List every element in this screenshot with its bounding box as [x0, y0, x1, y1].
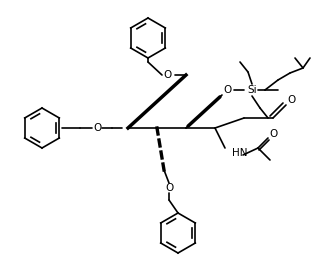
Text: O: O	[288, 95, 296, 105]
Text: O: O	[224, 85, 232, 95]
Text: HN: HN	[232, 148, 248, 158]
Text: Si: Si	[247, 85, 257, 95]
Text: O: O	[269, 129, 277, 139]
Text: O: O	[165, 183, 173, 193]
Text: O: O	[93, 123, 101, 133]
Text: O: O	[164, 70, 172, 80]
